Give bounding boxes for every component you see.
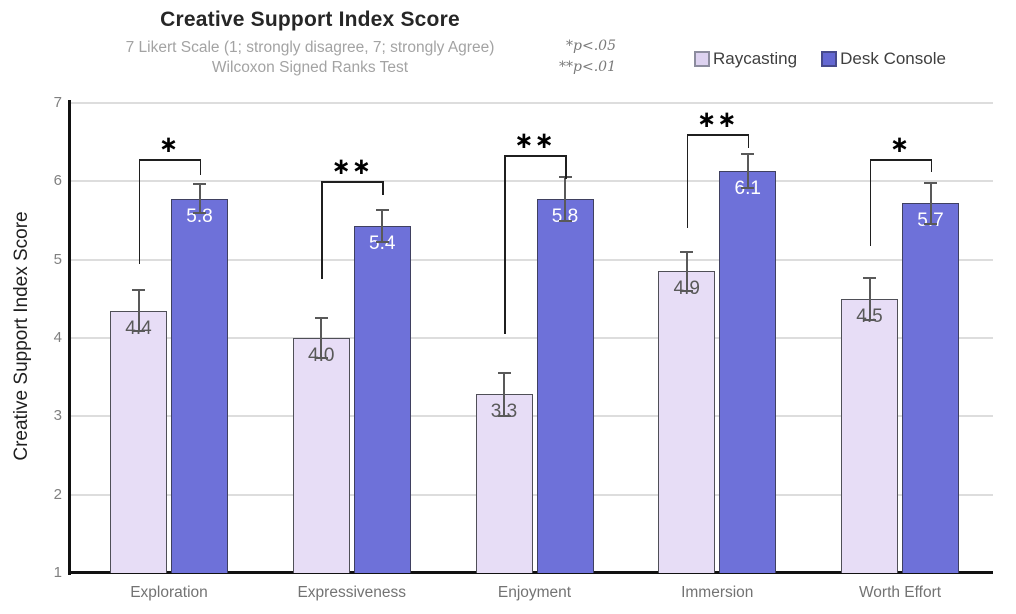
x-category-label-enjoyment: Enjoyment — [497, 584, 572, 601]
error-bar-line — [868, 277, 871, 320]
legend-item-raycasting[interactable]: Raycasting — [694, 49, 797, 69]
bar-value-label: 5.4 — [369, 232, 396, 254]
bar-raycasting — [841, 298, 898, 573]
error-bar-cap-bottom — [558, 219, 572, 222]
bar-desk-console — [171, 198, 228, 573]
sig-marker: ∗∗ — [514, 127, 555, 154]
significance-note-line2: **p<.01 — [559, 59, 616, 75]
error-bar-cap-bottom — [314, 357, 328, 360]
sig-bracket-horizontal — [138, 159, 201, 161]
sig-bracket-left-arm — [504, 155, 506, 335]
error-bar-cap-bottom — [680, 290, 694, 292]
bar-value-label: 5.8 — [186, 205, 213, 227]
sig-bracket-left-arm — [321, 181, 323, 280]
error-bar-cap-bottom — [375, 241, 389, 244]
sig-marker: ∗ — [158, 131, 180, 158]
sig-bracket-right-arm — [199, 159, 201, 176]
y-tick-label-5: 5 — [53, 250, 62, 268]
gridline-7 — [71, 102, 993, 104]
error-bar-line — [381, 209, 384, 243]
sig-bracket-right-arm — [565, 155, 567, 179]
sig-bracket-right-arm — [930, 159, 932, 172]
sig-bracket-right-arm — [382, 181, 384, 196]
y-axis-line — [68, 100, 71, 575]
y-tick-label-3: 3 — [53, 407, 62, 425]
chart-title: Creative Support Index Score — [160, 8, 460, 31]
bar-raycasting — [110, 310, 167, 573]
legend-swatch-icon — [694, 51, 710, 67]
sig-marker: ∗∗ — [696, 106, 738, 133]
sig-marker: ∗∗ — [331, 153, 373, 180]
gridline-4 — [71, 337, 993, 339]
error-bar-cap-top — [863, 276, 876, 279]
legend-label: Desk Console — [840, 49, 946, 68]
chart-header: Creative Support Index Score 7 Likert Sc… — [70, 8, 550, 78]
sig-bracket-left-arm — [138, 159, 140, 264]
sig-bracket-left-arm — [869, 159, 871, 246]
bar-raycasting — [475, 394, 533, 573]
bar-desk-console — [536, 198, 594, 573]
gridline-6 — [71, 180, 993, 183]
error-bar-cap-top — [314, 316, 328, 319]
error-bar-line — [320, 317, 323, 359]
sig-bracket-left-arm — [686, 134, 689, 229]
error-bar-cap-bottom — [924, 222, 937, 225]
sig-bracket-horizontal — [869, 159, 932, 161]
sig-bracket-horizontal — [504, 155, 567, 157]
error-bar-cap-top — [193, 183, 206, 186]
plot-area: 4.45.8∗4.05.4∗∗3.35.8∗∗4.96.1∗∗4.55.7∗ — [71, 102, 993, 573]
error-bar-cap-top — [375, 208, 389, 211]
error-bar-cap-top — [924, 181, 937, 184]
x-category-label-immersion: Immersion — [681, 584, 754, 601]
chart-subtitle-line1: 7 Likert Scale (1; strongly disagree, 7;… — [125, 39, 495, 56]
bar-desk-console — [353, 225, 411, 573]
y-axis-title: Creative Support Index Score — [11, 211, 32, 461]
significance-note-line1: *p<.05 — [566, 38, 616, 54]
error-bar-line — [746, 153, 749, 189]
error-bar-line — [137, 290, 140, 331]
error-bar-cap-bottom — [741, 187, 755, 190]
legend-item-desk-console[interactable]: Desk Console — [821, 49, 946, 69]
bar-raycasting — [292, 338, 350, 573]
error-bar-cap-top — [680, 250, 694, 253]
error-bar-line — [564, 176, 566, 221]
bar-desk-console — [902, 203, 959, 573]
legend: Raycasting Desk Console — [694, 49, 946, 69]
x-category-label-exploration: Exploration — [130, 584, 208, 601]
error-bar-line — [198, 184, 201, 213]
error-bar-line — [503, 373, 505, 416]
error-bar-cap-bottom — [193, 211, 206, 214]
significance-note: *p<.05 **p<.01 — [530, 36, 616, 78]
y-tick-label-1: 1 — [53, 564, 62, 581]
error-bar-cap-bottom — [863, 318, 876, 321]
error-bar-cap-bottom — [497, 414, 511, 417]
y-tick-label-2: 2 — [53, 485, 62, 503]
error-bar-cap-top — [132, 289, 145, 292]
gridline-5 — [71, 258, 993, 261]
legend-label: Raycasting — [713, 49, 798, 68]
sig-marker: ∗ — [889, 131, 911, 158]
error-bar-cap-bottom — [132, 329, 145, 332]
y-tick-label-6: 6 — [53, 172, 62, 190]
sig-bracket-horizontal — [686, 134, 750, 136]
legend-swatch-icon — [821, 51, 838, 67]
error-bar-cap-top — [497, 372, 511, 375]
error-bar-line — [685, 251, 688, 291]
error-bar-cap-top — [741, 152, 755, 155]
error-bar-line — [929, 182, 932, 224]
bar-desk-console — [719, 171, 777, 573]
sig-bracket-horizontal — [321, 181, 384, 183]
sig-bracket-right-arm — [747, 134, 750, 148]
y-tick-label-4: 4 — [53, 329, 62, 346]
chart-subtitle-line2: Wilcoxon Signed Ranks Test — [211, 59, 409, 76]
bar-raycasting — [658, 271, 716, 573]
x-category-label-worth-effort: Worth Effort — [858, 584, 942, 601]
y-tick-label-7: 7 — [53, 94, 62, 111]
x-category-label-expressiveness: Expressiveness — [297, 584, 407, 601]
